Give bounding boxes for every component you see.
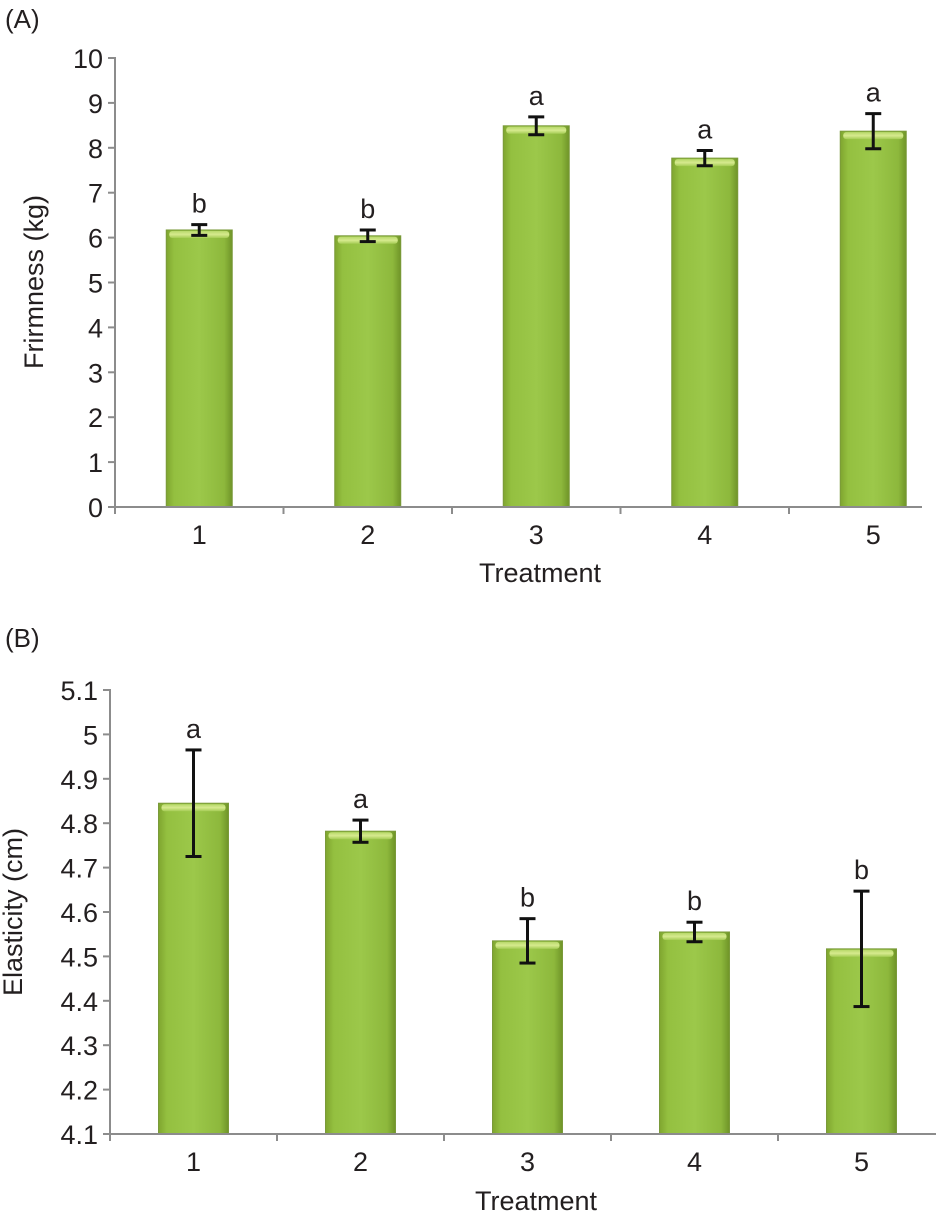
y-tick-label-b: 4.1 <box>60 1120 98 1150</box>
significance-label-a: a <box>529 81 545 111</box>
y-ticks-a: 0 1 2 3 4 5 6 7 8 9 10 <box>73 44 115 523</box>
significance-label-a: b <box>192 189 207 219</box>
y-tick-label-a: 4 <box>88 313 103 343</box>
y-ticks-b: 4.1 4.2 4.3 4.4 4.5 4.6 4.7 4.8 4.9 5 5.1 <box>60 676 110 1150</box>
significance-label-b: a <box>353 784 369 814</box>
x-ticks-b: 1 2 3 4 5 <box>109 1134 869 1177</box>
x-tick-label-a: 4 <box>697 520 712 550</box>
y-tick-label-a: 2 <box>88 403 103 433</box>
x-tick-label-a: 1 <box>192 520 207 550</box>
axes-a <box>108 57 922 508</box>
error-bars-a <box>191 112 882 244</box>
x-tick-label-b: 5 <box>854 1147 869 1177</box>
x-axis-title-a: Treatment <box>479 558 602 588</box>
y-tick-label-a: 3 <box>88 358 103 388</box>
significance-label-b: b <box>854 855 869 885</box>
x-axis-title-b: Treatment <box>475 1186 598 1214</box>
bar-b <box>659 931 730 1135</box>
panel-label-a: (A) <box>5 4 40 34</box>
bar-b <box>158 802 229 1135</box>
y-tick-label-a: 0 <box>88 493 103 523</box>
y-tick-label-a: 5 <box>88 269 103 299</box>
y-tick-label-b: 4.9 <box>60 765 98 795</box>
bar-a <box>839 130 907 508</box>
y-tick-label-b: 4.4 <box>60 987 98 1017</box>
x-tick-label-b: 1 <box>186 1147 201 1177</box>
significance-labels-b: a a b b b <box>186 714 869 916</box>
x-tick-label-b: 4 <box>687 1147 702 1177</box>
x-tick-label-a: 2 <box>360 520 375 550</box>
significance-label-b: b <box>687 886 702 916</box>
bars-b <box>158 802 897 1135</box>
y-tick-label-a: 9 <box>88 89 103 119</box>
chart-panel-a: (A) Frirmness (kg) Treatment 0 1 2 3 4 5 6 7 8 9 1… <box>5 4 922 588</box>
y-tick-label-a: 6 <box>88 224 103 254</box>
bar-a <box>502 125 570 508</box>
y-tick-label-a: 1 <box>88 448 103 478</box>
bar-a <box>671 157 739 508</box>
y-tick-label-a: 10 <box>73 44 103 74</box>
x-tick-label-a: 3 <box>529 520 544 550</box>
bars-a <box>165 125 907 508</box>
x-tick-label-b: 3 <box>520 1147 535 1177</box>
bar-b <box>325 830 396 1135</box>
x-tick-label-a: 5 <box>866 520 881 550</box>
y-axis-title-b: Elasticity (cm) <box>0 828 28 996</box>
significance-label-b: a <box>186 714 202 744</box>
significance-labels-a: b b a a a <box>192 78 882 224</box>
bar-a <box>334 235 402 508</box>
y-tick-label-b: 5 <box>83 720 98 750</box>
significance-label-a: b <box>360 194 375 224</box>
y-tick-label-b: 4.3 <box>60 1031 98 1061</box>
y-tick-label-b: 4.7 <box>60 854 98 884</box>
y-tick-label-b: 4.2 <box>60 1076 98 1106</box>
y-axis-title-a: Frirmness (kg) <box>19 195 49 369</box>
significance-label-b: b <box>520 883 535 913</box>
y-tick-label-a: 8 <box>88 134 103 164</box>
panel-label-b: (B) <box>5 623 40 653</box>
y-tick-label-b: 4.5 <box>60 942 98 972</box>
y-tick-label-b: 4.6 <box>60 898 98 928</box>
significance-label-a: a <box>866 78 882 108</box>
bar-b <box>492 940 563 1135</box>
bar-a <box>165 229 233 508</box>
error-bars-b <box>185 748 870 1009</box>
chart-panel-b: (B) Elasticity (cm) Treatment 4.14.24.34… <box>0 623 936 1214</box>
x-ticks-a: 1 2 3 4 5 <box>114 507 881 550</box>
y-tick-label-b: 4.8 <box>60 809 98 839</box>
y-tick-label-b: 5.1 <box>60 676 98 706</box>
significance-label-a: a <box>697 114 713 144</box>
y-tick-label-a: 7 <box>88 179 103 209</box>
x-tick-label-b: 2 <box>353 1147 368 1177</box>
axes-b <box>103 689 936 1135</box>
